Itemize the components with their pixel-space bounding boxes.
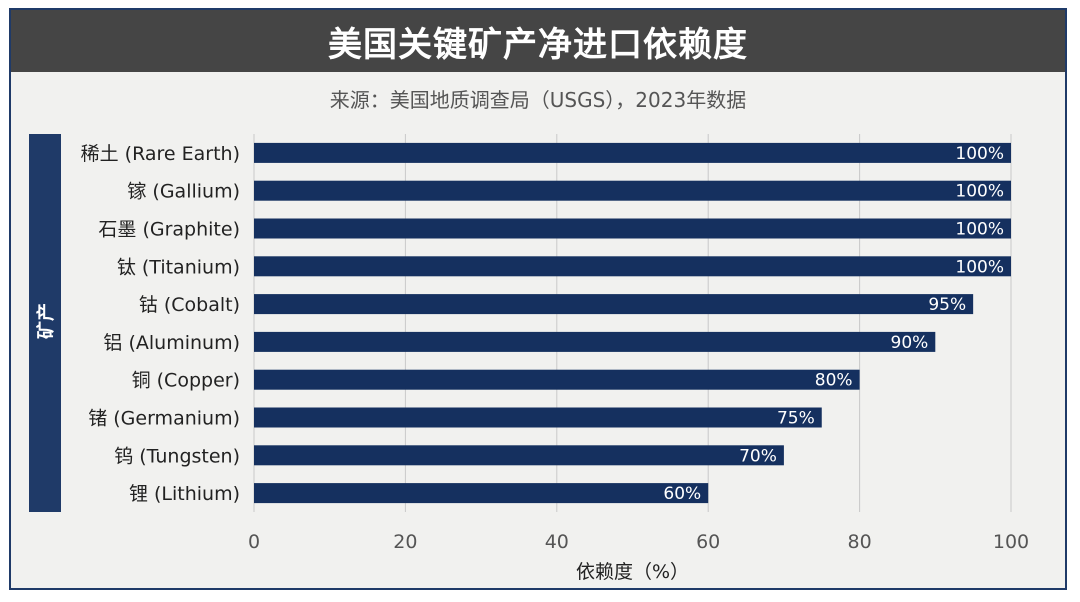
category-label: 铝 (Aluminum)	[103, 332, 240, 354]
data-label: 100%	[955, 144, 1004, 164]
x-tick-label: 60	[696, 531, 720, 553]
bar-chart: 0 20 40 60 80 100 稀土 (Rare Earth) 100% 镓 (Galliu…	[81, 134, 1029, 583]
bar	[254, 483, 709, 504]
bar	[254, 218, 1011, 239]
category-label: 稀土 (Rare Earth)	[81, 143, 240, 165]
category-label: 钴 (Cobalt)	[139, 294, 240, 316]
category-label: 锂 (Lithium)	[129, 483, 240, 505]
category-label: 钨 (Tungsten)	[114, 445, 240, 467]
category-label: 石墨 (Graphite)	[98, 219, 240, 241]
x-tick-label: 20	[393, 531, 417, 553]
data-label: 100%	[955, 182, 1004, 202]
data-label: 90%	[891, 333, 929, 353]
bar	[254, 142, 1011, 163]
bar	[254, 369, 860, 390]
x-tick-label: 40	[545, 531, 569, 553]
data-label: 60%	[663, 484, 701, 504]
data-label: 80%	[815, 371, 853, 391]
chart-subtitle: 来源：美国地质调查局（USGS），2023年数据	[329, 88, 747, 112]
category-label: 镓 (Gallium)	[127, 181, 240, 203]
chart-frame: 美国关键矿产净进口依赖度 来源：美国地质调查局（USGS），2023年数据 矿产…	[9, 8, 1067, 590]
chart-title: 美国关键矿产净进口依赖度	[11, 10, 1065, 72]
bar	[254, 445, 784, 466]
x-axis-title: 依赖度（%）	[576, 561, 689, 583]
data-label: 100%	[955, 257, 1004, 277]
category-label: 锗 (Germanium)	[88, 408, 240, 430]
bar	[254, 180, 1011, 201]
bar	[254, 331, 936, 352]
bar	[254, 407, 822, 428]
data-label: 70%	[739, 446, 777, 466]
category-label: 钛 (Titanium)	[117, 256, 240, 278]
data-label: 100%	[955, 220, 1004, 240]
data-label: 75%	[777, 409, 815, 429]
data-label: 95%	[928, 295, 966, 315]
x-tick-label: 0	[248, 531, 260, 553]
bar	[254, 294, 974, 315]
y-axis-band: 矿产	[29, 134, 61, 512]
bar	[254, 256, 1011, 277]
category-label: 铜 (Copper)	[132, 370, 240, 392]
x-tick-label: 80	[848, 531, 872, 553]
x-tick-label: 100	[993, 531, 1029, 553]
